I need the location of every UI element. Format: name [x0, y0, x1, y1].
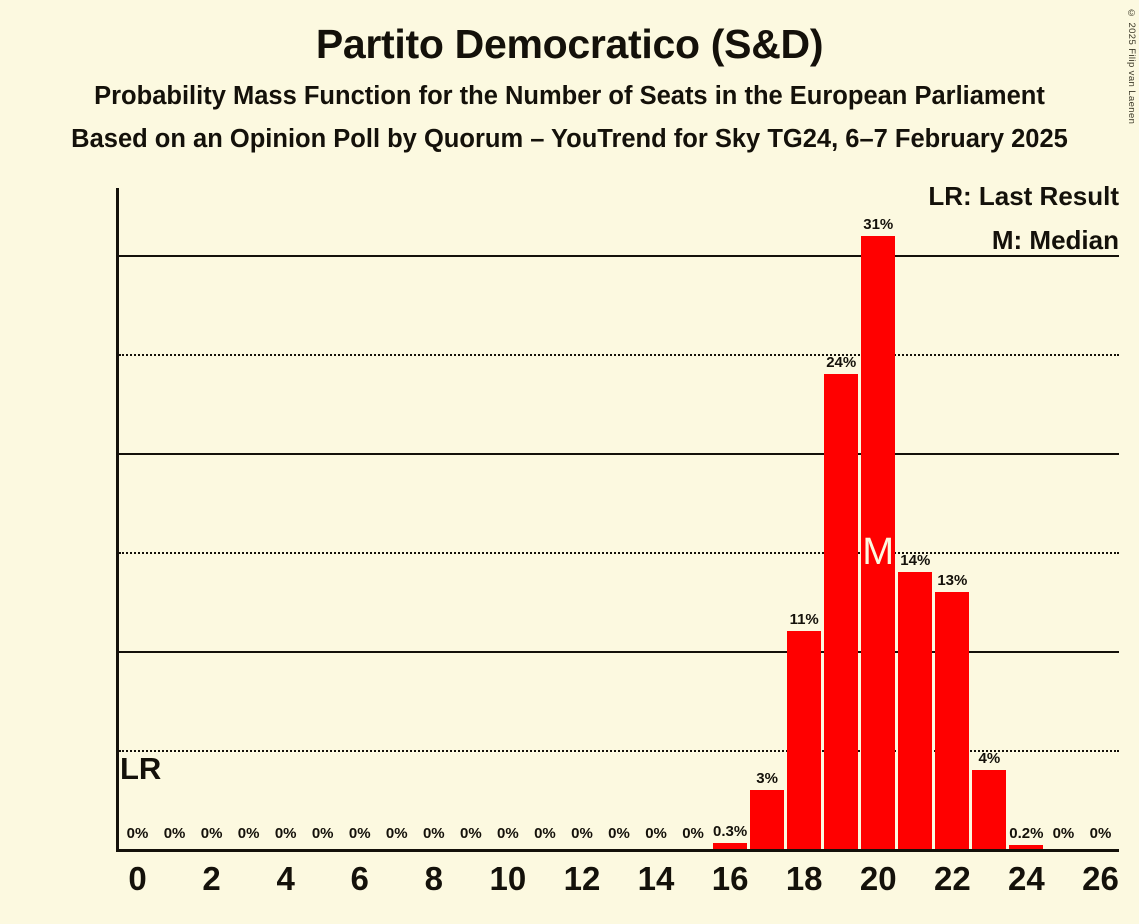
bar-slot: 3% [750, 188, 785, 849]
bar-slot: 0% [269, 188, 303, 849]
last-result-marker: LR [120, 751, 162, 786]
gridline-major [119, 651, 1119, 654]
gridline-major [119, 453, 1119, 456]
bar-value-label: 0% [460, 825, 482, 842]
y-axis-line [116, 188, 119, 849]
gridline-major [119, 255, 1119, 258]
bar-slot: 0% [454, 188, 488, 849]
bar-value-label: 0% [1052, 825, 1075, 842]
bar-slot: 11% [787, 188, 822, 849]
x-axis-tick-labels: 0 2 4 6 8 10 12 14 16 18 20 22 24 26 [119, 862, 1119, 912]
bar-slot: 0% [528, 188, 562, 849]
bar-slot: 0% [417, 188, 451, 849]
bar-slot: 14% [898, 188, 933, 849]
x-axis-tick-label: 12 [563, 860, 601, 897]
bar-slot: 0.3% [713, 188, 747, 849]
x-axis-tick-label: 18 [785, 860, 823, 897]
bar-slot: 0% [676, 188, 710, 849]
bar-slot: 0% [639, 188, 673, 849]
bar-value-label: 0% [571, 825, 593, 842]
bar-value-label: 0% [274, 825, 297, 842]
bar-value-label: 0% [1089, 825, 1112, 842]
bar-value-label: 11% [789, 611, 819, 629]
bar-value-label: 0.2% [1009, 825, 1044, 842]
bar-slot: 13% [935, 188, 970, 849]
bar [935, 591, 970, 849]
bar-value-label: 0% [385, 825, 408, 842]
bar-value-label: 3% [756, 769, 778, 787]
bar-slot: 0% [1046, 188, 1080, 849]
bar-value-label: 0% [497, 825, 519, 842]
gridline-minor [119, 354, 1119, 357]
chart-header: Partito Democratico (S&D) Probability Ma… [0, 0, 1139, 153]
bar-value-label: 0% [311, 825, 334, 842]
bar-value-label: 31% [863, 215, 894, 233]
bar-value-label: 13% [937, 571, 968, 589]
x-axis-line [116, 849, 1119, 852]
x-axis-tick-label: 20 [859, 860, 897, 897]
bar-slot: 0.2% [1009, 188, 1043, 849]
x-axis-tick-label: 6 [350, 860, 369, 897]
bar-slot: 0% [306, 188, 340, 849]
bar [1009, 845, 1044, 849]
bar-slot: 0% [121, 188, 155, 849]
bar-slot: 0% [491, 188, 525, 849]
bar-slot: 0% [158, 188, 192, 849]
bar-value-label: 0% [237, 825, 260, 842]
bar-slot: 0% [565, 188, 599, 849]
x-axis-tick-label: 2 [202, 860, 221, 897]
x-axis-tick-label: 10 [489, 860, 527, 897]
plot-area: 10%20%30% 0%0%0%0%0%0%0%0%0%0%0%0%0%0%0%… [116, 188, 1119, 852]
x-axis-tick-label: 22 [933, 860, 971, 897]
x-axis-tick-label: 26 [1082, 860, 1119, 897]
bar [898, 571, 933, 849]
chart-legend: LR: Last Result M: Median [928, 183, 1119, 271]
bar [787, 631, 822, 849]
x-axis-tick-label: 8 [424, 860, 443, 897]
bar-slot: 0% [195, 188, 229, 849]
gridline-minor [119, 750, 1119, 753]
bar-value-label: 0.3% [712, 823, 748, 841]
bar-slot: 0% [232, 188, 266, 849]
x-axis-tick-label: 14 [637, 860, 675, 897]
x-axis-tick-label: 4 [276, 860, 295, 897]
bar [824, 374, 859, 849]
bar-slot: 31% M [861, 188, 896, 849]
bar-value-label: 4% [978, 749, 1001, 767]
legend-last-result: LR: Last Result [928, 181, 1119, 211]
copyright-notice: © 2025 Filip van Laenen [1126, 8, 1137, 125]
bar-series: 0% 0% 0% 0% 0% 0% 0% 0% 0% 0% 0% 0% 0% 0% 0% 0% 0.3% 3% 11… [119, 188, 1119, 849]
x-axis-tick-label: 0 [128, 860, 147, 897]
bar-value-label: 0% [200, 825, 223, 842]
bar-slot: 24% [824, 188, 859, 849]
bar-slot: 0% [1083, 188, 1117, 849]
bar-value-label: 0% [422, 825, 445, 842]
x-axis-tick-label: 16 [711, 860, 749, 897]
x-axis-tick-label: 24 [1008, 860, 1045, 897]
bar-value-label: 0% [645, 825, 667, 842]
bar-slot: 0% [380, 188, 414, 849]
bar-slot: 0% [343, 188, 377, 849]
chart-source-line: Based on an Opinion Poll by Quorum – You… [71, 124, 1068, 153]
bar-value-label: 0% [348, 825, 371, 842]
gridline-minor [119, 552, 1119, 555]
bar [861, 235, 896, 849]
bar-slot: 4% [972, 188, 1007, 849]
bar [750, 789, 785, 849]
bar-slot: 0% [602, 188, 636, 849]
chart-subtitle: Probability Mass Function for the Number… [94, 82, 1045, 111]
bar-value-label: 0% [682, 825, 704, 842]
bar-value-label: 0% [163, 825, 186, 842]
legend-median: M: Median [991, 225, 1119, 255]
chart-title: Partito Democratico (S&D) [315, 21, 824, 67]
bar-value-label: 14% [900, 551, 931, 569]
bar-value-label: 0% [534, 825, 556, 842]
bar [972, 769, 1007, 849]
bar [713, 843, 748, 849]
median-marker: M [862, 531, 895, 574]
bar-value-label: 0% [608, 825, 630, 842]
bar-value-label: 24% [826, 354, 857, 372]
bar-value-label: 0% [126, 825, 149, 842]
